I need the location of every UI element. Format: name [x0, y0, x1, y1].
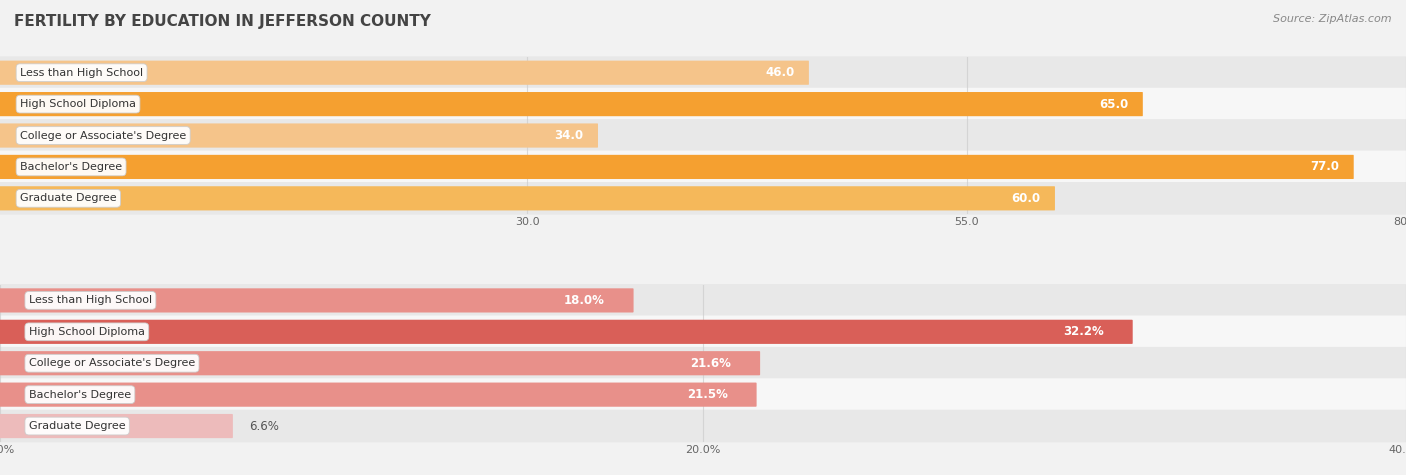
Text: 21.6%: 21.6%	[690, 357, 731, 370]
FancyBboxPatch shape	[0, 320, 1133, 344]
FancyBboxPatch shape	[0, 155, 1354, 179]
Text: High School Diploma: High School Diploma	[20, 99, 136, 109]
FancyBboxPatch shape	[0, 382, 756, 407]
Text: Graduate Degree: Graduate Degree	[28, 421, 125, 431]
FancyBboxPatch shape	[0, 315, 1406, 348]
FancyBboxPatch shape	[0, 119, 1406, 152]
FancyBboxPatch shape	[0, 378, 1406, 411]
FancyBboxPatch shape	[0, 124, 598, 148]
FancyBboxPatch shape	[0, 347, 1406, 380]
FancyBboxPatch shape	[0, 182, 1406, 215]
FancyBboxPatch shape	[0, 410, 1406, 442]
Text: Less than High School: Less than High School	[28, 295, 152, 305]
Text: Bachelor's Degree: Bachelor's Degree	[28, 390, 131, 399]
FancyBboxPatch shape	[0, 351, 761, 375]
Text: 21.5%: 21.5%	[686, 388, 728, 401]
Text: FERTILITY BY EDUCATION IN JEFFERSON COUNTY: FERTILITY BY EDUCATION IN JEFFERSON COUN…	[14, 14, 430, 29]
FancyBboxPatch shape	[0, 284, 1406, 317]
Text: College or Associate's Degree: College or Associate's Degree	[28, 358, 195, 368]
Text: 60.0: 60.0	[1011, 192, 1040, 205]
FancyBboxPatch shape	[0, 92, 1143, 116]
Text: 65.0: 65.0	[1099, 97, 1129, 111]
Text: 34.0: 34.0	[554, 129, 583, 142]
Text: Bachelor's Degree: Bachelor's Degree	[20, 162, 122, 172]
Text: 32.2%: 32.2%	[1063, 325, 1104, 338]
Text: High School Diploma: High School Diploma	[28, 327, 145, 337]
Text: Less than High School: Less than High School	[20, 68, 143, 78]
FancyBboxPatch shape	[0, 288, 634, 313]
FancyBboxPatch shape	[0, 186, 1054, 210]
FancyBboxPatch shape	[0, 414, 233, 438]
Text: College or Associate's Degree: College or Associate's Degree	[20, 131, 186, 141]
FancyBboxPatch shape	[0, 88, 1406, 121]
FancyBboxPatch shape	[0, 57, 1406, 89]
Text: 6.6%: 6.6%	[250, 419, 280, 433]
Text: Source: ZipAtlas.com: Source: ZipAtlas.com	[1274, 14, 1392, 24]
FancyBboxPatch shape	[0, 151, 1406, 183]
Text: 77.0: 77.0	[1310, 161, 1339, 173]
Text: 46.0: 46.0	[765, 66, 794, 79]
Text: 18.0%: 18.0%	[564, 294, 605, 307]
Text: Graduate Degree: Graduate Degree	[20, 193, 117, 203]
FancyBboxPatch shape	[0, 61, 808, 85]
